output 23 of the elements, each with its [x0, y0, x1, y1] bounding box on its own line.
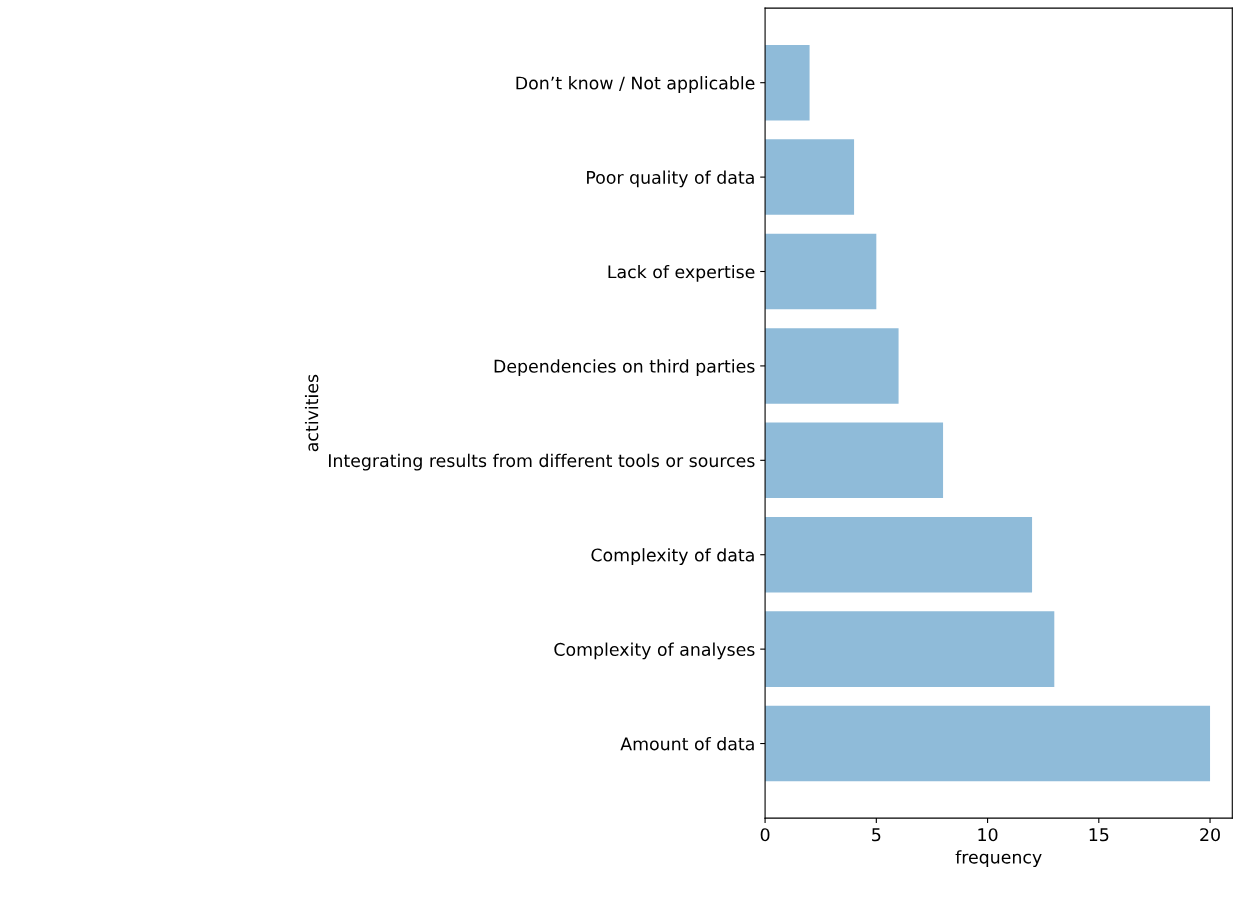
x-tick-label: 20	[1200, 828, 1220, 842]
bar	[765, 516, 1033, 593]
x-tick-label: 0	[760, 828, 770, 842]
x-tick-label: 5	[872, 828, 881, 842]
y-tick-label: Dependencies on third parties	[494, 359, 755, 377]
bar	[765, 44, 810, 121]
bar	[765, 233, 877, 310]
bar	[765, 611, 1055, 687]
bar	[765, 705, 1211, 782]
y-tick-label: Complexity of data	[591, 548, 754, 565]
bar	[765, 328, 899, 404]
y-tick-label: Amount of data	[620, 736, 754, 751]
y-axis-title: activities	[304, 374, 319, 452]
x-tick-label: 10	[978, 828, 998, 842]
y-tick-label: Poor quality of data	[587, 170, 754, 188]
y-tick-label: Complexity of analyses	[554, 642, 755, 660]
y-tick-label: Integrating results from different tools or sources	[329, 453, 755, 471]
x-tick-label: 15	[1089, 828, 1109, 842]
bar	[765, 422, 944, 499]
bar	[765, 139, 855, 215]
y-tick-label: Lack of expertise	[608, 264, 755, 282]
y-tick-label: Don’t know / Not applicable	[516, 76, 755, 93]
x-axis-title: frequency	[955, 850, 1042, 867]
